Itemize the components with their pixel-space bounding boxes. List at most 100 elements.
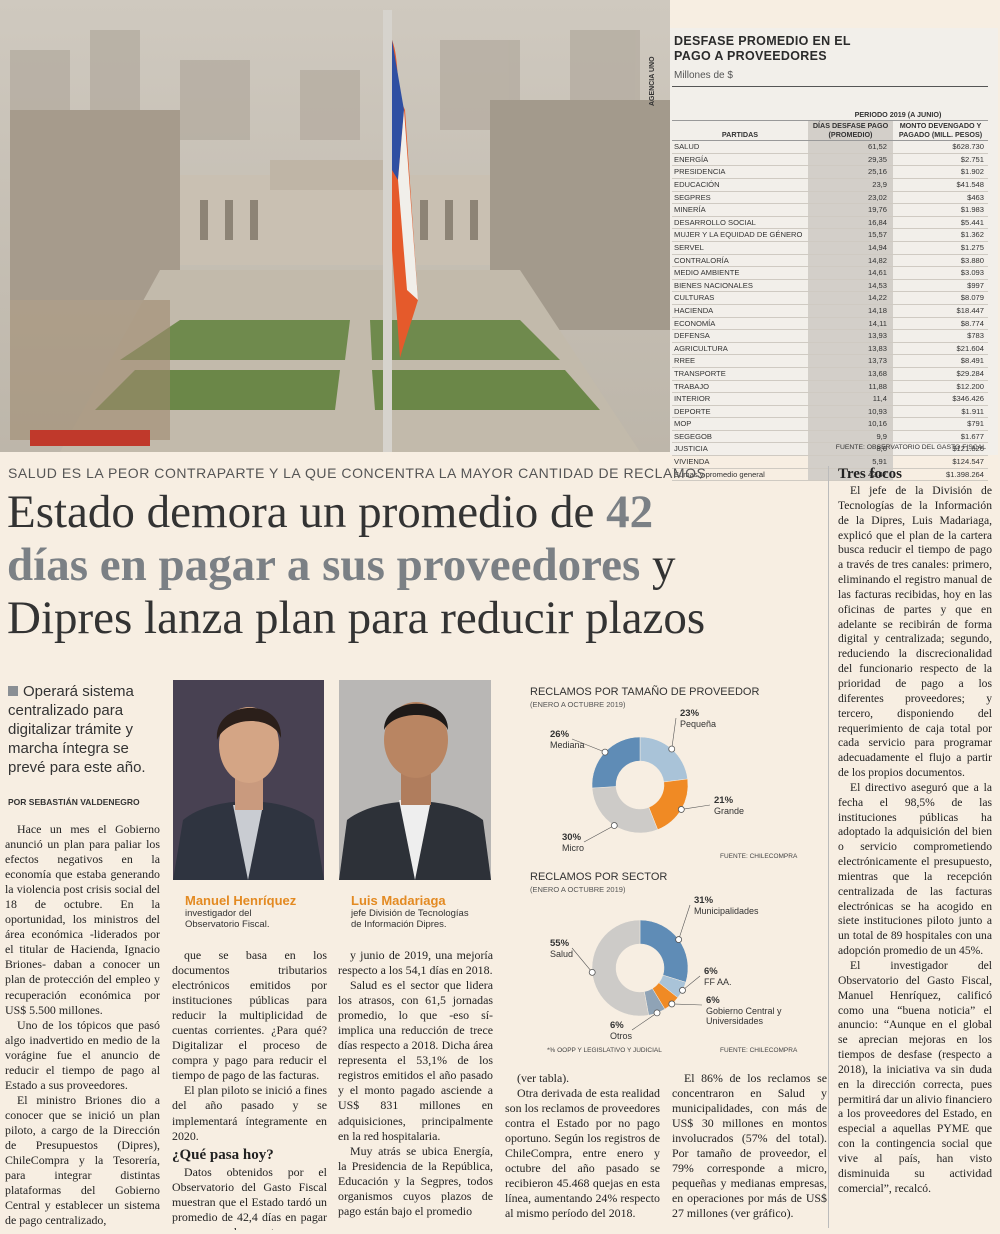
table-cell: 14,94 xyxy=(808,241,893,255)
text-column: Hace un mes el Gobierno anunció un plan … xyxy=(5,822,160,1227)
rule xyxy=(672,86,988,87)
headline-text: Dipres lanza plan para reducir plazos xyxy=(7,592,706,644)
table-cell: $1.983 xyxy=(893,203,988,217)
table-row: DEPORTE 10,93 $1.911 xyxy=(672,405,988,419)
headline-text: Estado demora un promedio de xyxy=(7,486,595,538)
table-cell: $21.604 xyxy=(893,342,988,356)
table-row: EDUCACIÓN 23,9 $41.548 xyxy=(672,178,988,192)
category-label: Micro xyxy=(562,843,584,853)
paragraph: (ver tabla). xyxy=(517,1071,570,1085)
category-label: Pequeña xyxy=(680,719,716,729)
table-cell: 8,6 xyxy=(808,442,893,457)
table-cell: 10,93 xyxy=(808,405,893,419)
table-cell: $8.774 xyxy=(893,317,988,331)
leader-line xyxy=(678,904,691,940)
chart-source: FUENTE: CHILECOMPRA xyxy=(720,853,798,860)
table-cell: $628.730 xyxy=(893,140,988,154)
table-row: JUSTICIA 8,6 $121.826 xyxy=(672,442,988,457)
table-cell: SEGPRES xyxy=(672,191,808,205)
leader-dot xyxy=(610,822,618,829)
paragraph: El investigador del Observatorio del Gas… xyxy=(838,959,992,1195)
table-cell: 14,18 xyxy=(808,304,893,318)
table-row: ENERGÍA 29,35 $2.751 xyxy=(672,153,988,167)
table-cell: 19,76 xyxy=(808,203,893,217)
leader-dot xyxy=(668,745,676,753)
side-column: Tres focos El jefe de la División de Tec… xyxy=(838,465,992,1230)
paragraph: Otra derivada de esta realidad son los r… xyxy=(505,1086,660,1221)
category-label: Salud xyxy=(550,949,573,959)
table-cell: 13,93 xyxy=(808,329,893,343)
table-cell: $2.751 xyxy=(893,153,988,167)
table-cell: 61,52 xyxy=(808,140,893,154)
table-row: BIENES NACIONALES 14,53 $997 xyxy=(672,279,988,293)
table-row: SALUD 61,52 $628.730 xyxy=(672,140,988,154)
table-row: MEDIO AMBIENTE 14,61 $3.093 xyxy=(672,266,988,280)
table-cell: $18.447 xyxy=(893,304,988,318)
table-cell: DEFENSA xyxy=(672,329,808,343)
table-cell: BIENES NACIONALES xyxy=(672,279,808,293)
table-cell: CONTRALORÍA xyxy=(672,254,808,268)
table-cell: DEPORTE xyxy=(672,405,808,419)
headline-highlight: 42 xyxy=(606,486,654,538)
chart-subtitle: (ENERO A OCTUBRE 2019) xyxy=(530,700,626,709)
table-cell: $5.441 xyxy=(893,216,988,230)
photo-credit: AGENCIA UNO xyxy=(649,56,656,106)
value-label: 30% xyxy=(562,832,582,843)
category-label-line: Universidades xyxy=(706,1016,764,1026)
column-header: PARTIDAS xyxy=(672,120,808,142)
table-cell: 13,73 xyxy=(808,354,893,368)
table-cell: ECONOMÍA xyxy=(672,317,808,331)
table-cell: EDUCACIÓN xyxy=(672,178,808,192)
category-label: Municipalidades xyxy=(694,906,759,916)
table-cell: $3.093 xyxy=(893,266,988,280)
leader-line xyxy=(583,825,615,843)
leader-dot xyxy=(668,1000,676,1008)
leader-line xyxy=(681,804,711,810)
table-row: CONTRALORÍA 14,82 $3.880 xyxy=(672,254,988,268)
category-label: Grande xyxy=(714,806,744,816)
table-cell: 14,22 xyxy=(808,291,893,305)
table-cell: $1.902 xyxy=(893,165,988,179)
table-cell: $124.547 xyxy=(893,455,988,469)
table-cell: $3.880 xyxy=(893,254,988,268)
table-cell: $121.826 xyxy=(893,442,988,457)
table-cell: SEGEGOB xyxy=(672,430,808,444)
leader-dot xyxy=(601,748,609,756)
table-row: TRABAJO 11,88 $12.200 xyxy=(672,380,988,394)
text-column: que se basa en los documentos tributario… xyxy=(172,948,327,1230)
value-label: 6% xyxy=(706,995,720,1006)
category-label: Mediana xyxy=(550,740,585,750)
photo-role: investigador del Observatorio Fiscal. xyxy=(185,908,270,930)
table-cell: $1.275 xyxy=(893,241,988,255)
leader-line xyxy=(571,947,593,973)
headline: Estado demora un promedio de 42 días en … xyxy=(7,486,807,645)
table-cell: HACIENDA xyxy=(672,304,808,318)
table-cell: 25,16 xyxy=(808,165,893,179)
table-row: DESARROLLO SOCIAL 16,84 $5.441 xyxy=(672,216,988,230)
column-header: DÍAS DESFASE PAGO (PROMEDIO) xyxy=(808,120,893,142)
chart-source: FUENTE: CHILECOMPRA xyxy=(720,1047,798,1054)
chart-title: RECLAMOS POR TAMAÑO DE PROVEEDOR xyxy=(530,685,759,698)
column-header: MONTO DEVENGADO Y PAGADO (MILL. PESOS) xyxy=(893,120,988,142)
table-row: INTERIOR 11,4 $346.426 xyxy=(672,392,988,406)
portrait-photo xyxy=(339,680,491,880)
table-cell: 15,57 xyxy=(808,228,893,242)
table-row: MUJER Y LA EQUIDAD DE GÉNERO 15,57 $1.362 xyxy=(672,228,988,242)
paragraph: que se basa en los documentos tributario… xyxy=(172,948,327,1083)
paragraph: Hace un mes el Gobierno anunció un plan … xyxy=(5,822,160,1017)
table-cell: $41.548 xyxy=(893,178,988,192)
table-cell: PRESIDENCIA xyxy=(672,165,808,179)
lead-text: Operará sistema centralizado para digita… xyxy=(8,683,146,776)
table-row: CULTURAS 14,22 $8.079 xyxy=(672,291,988,305)
table-cell: 14,11 xyxy=(808,317,893,331)
table-cell: VIVIENDA xyxy=(672,455,808,469)
value-label: 6% xyxy=(610,1020,624,1031)
bullet xyxy=(8,686,18,696)
table-cell: $783 xyxy=(893,329,988,343)
table-row: RREE 13,73 $8.491 xyxy=(672,354,988,368)
table-cell: RREE xyxy=(672,354,808,368)
value-label: 26% xyxy=(550,729,570,740)
table-cell: MINERÍA xyxy=(672,203,808,217)
value-label: 31% xyxy=(694,895,714,906)
